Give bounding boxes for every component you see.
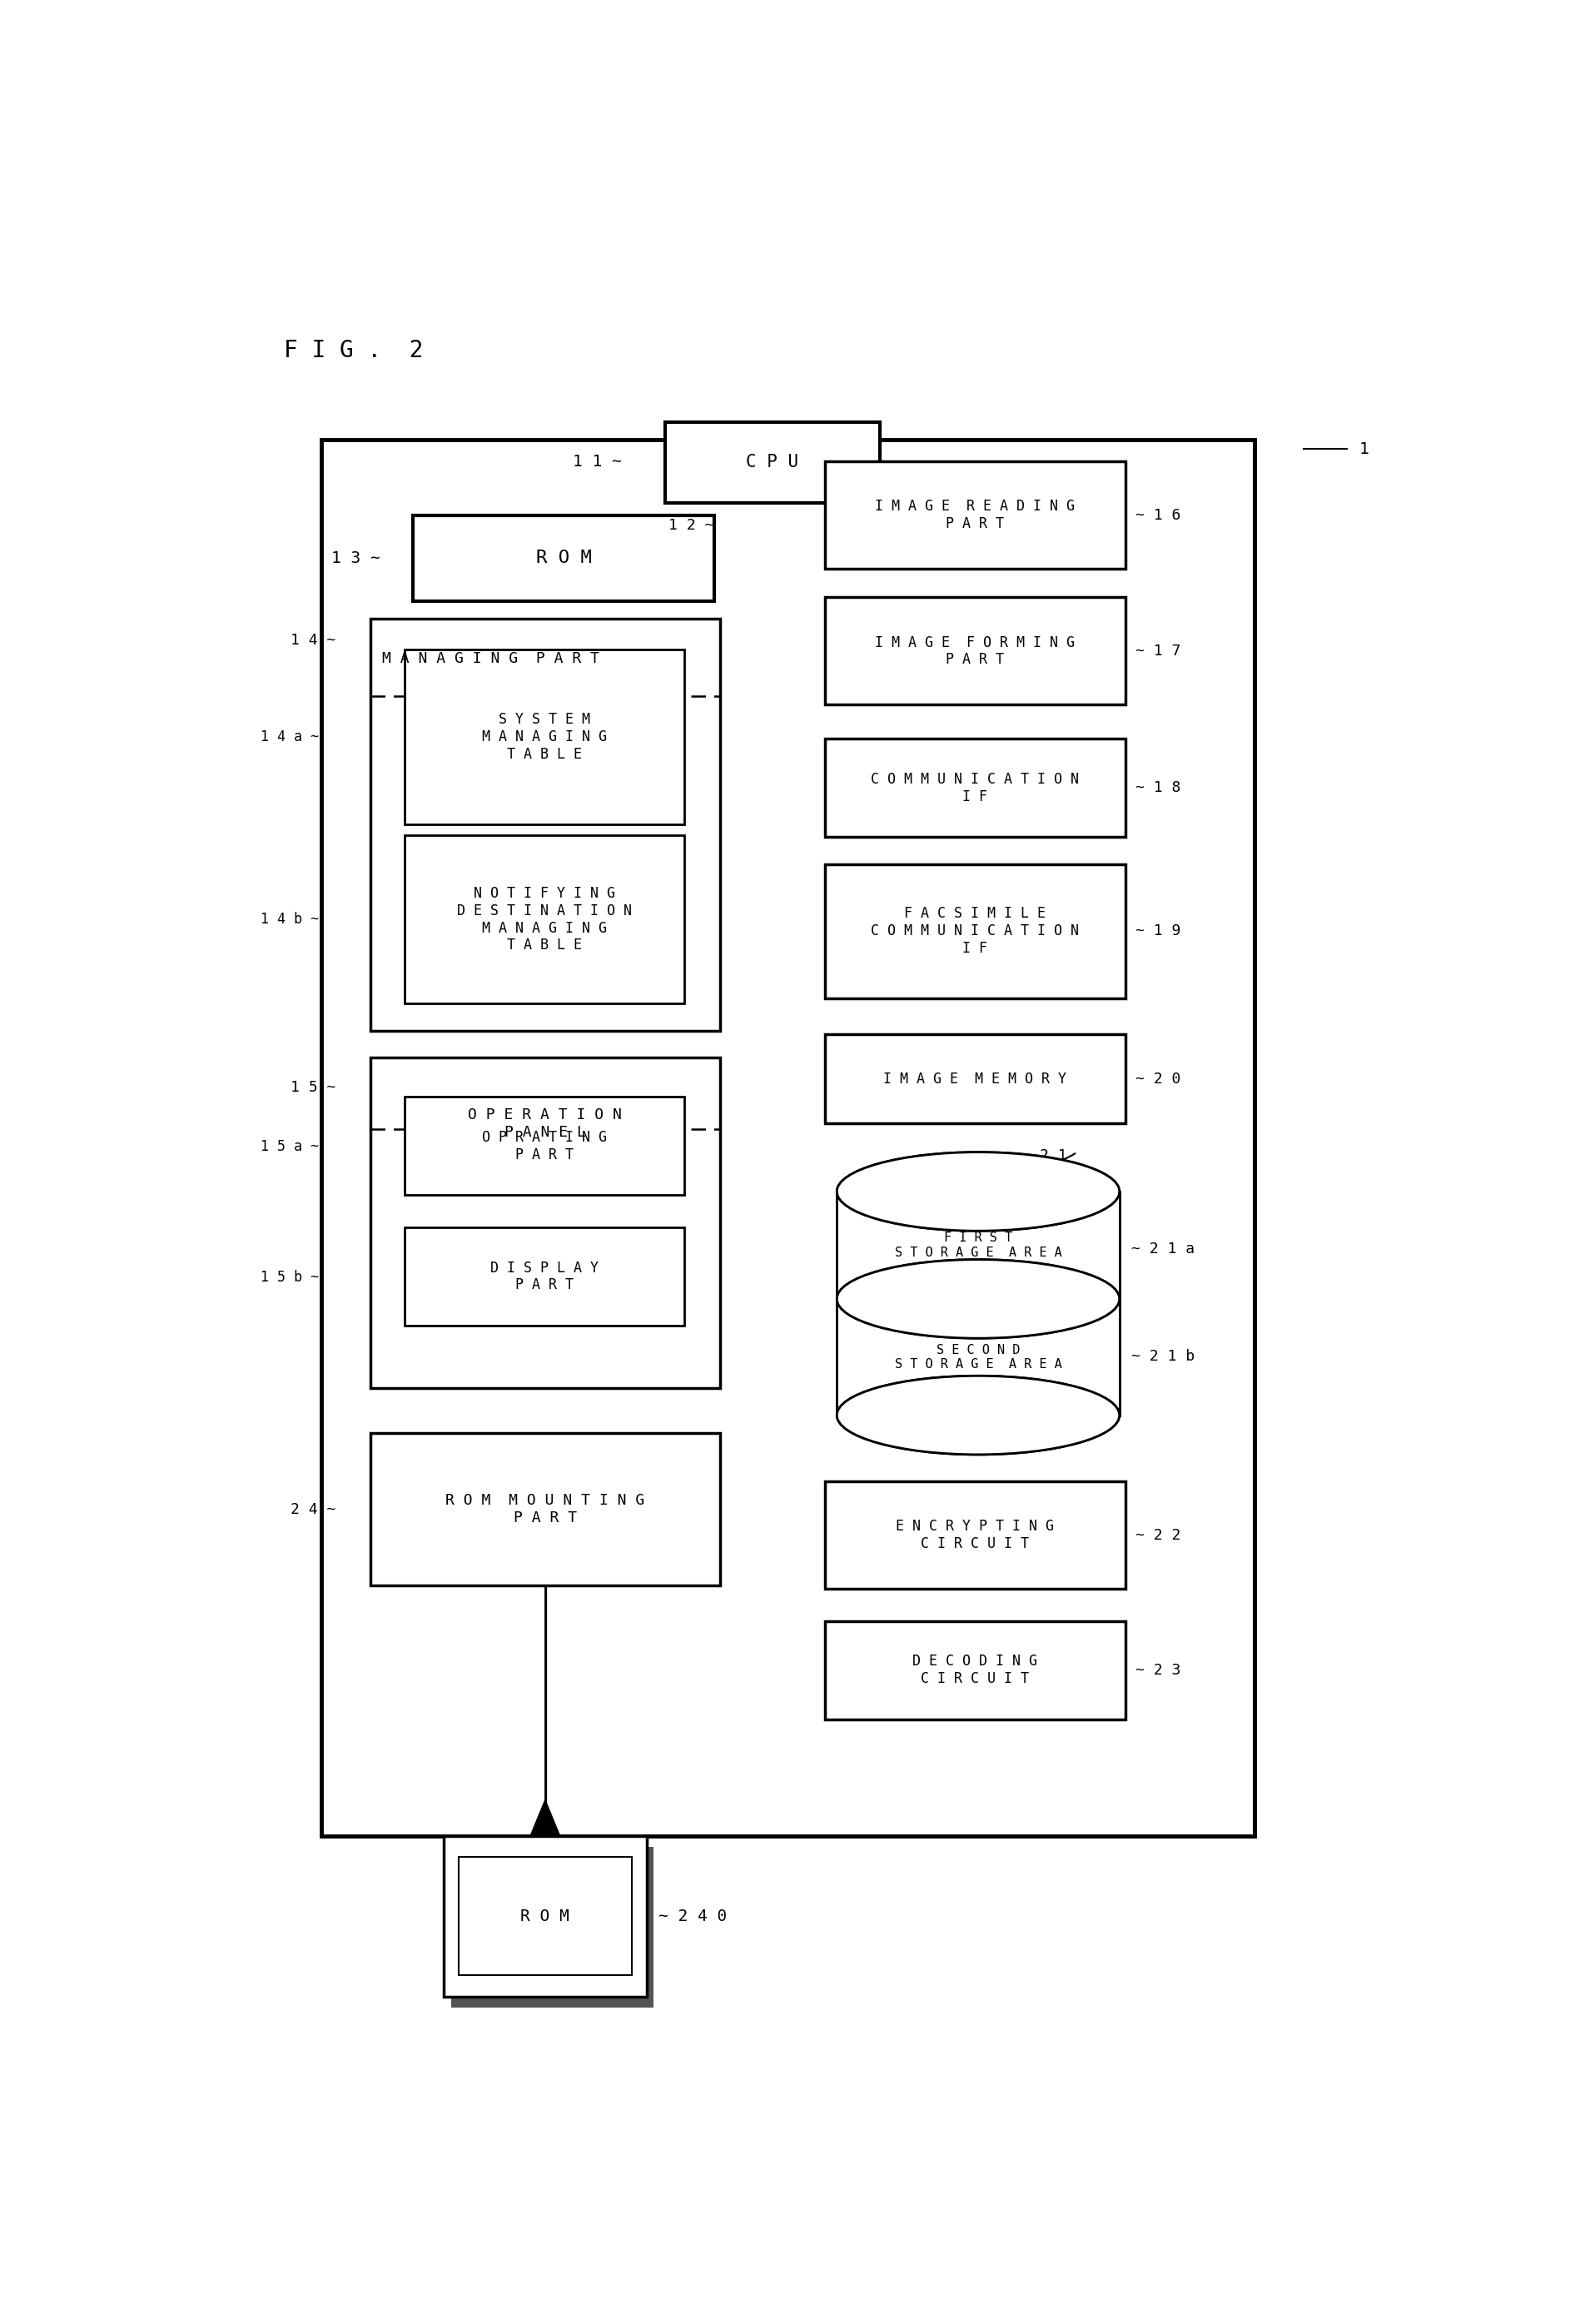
Text: ~ 1 9: ~ 1 9 [1135,923,1181,939]
Text: 1 4 ~: 1 4 ~ [290,632,336,648]
Text: 1 4 b ~: 1 4 b ~ [260,911,319,927]
Bar [824,865,1125,999]
Ellipse shape [837,1153,1119,1232]
Ellipse shape [837,1376,1119,1455]
Text: H D D  D E V I C E: H D D D E V I C E [910,1185,1046,1197]
Text: ~ 2 4 0: ~ 2 4 0 [659,1908,728,1924]
Bar [458,1857,632,1975]
Text: S Y S T E M
M A N A G I N G
T A B L E: S Y S T E M M A N A G I N G T A B L E [482,711,607,762]
Bar [824,1480,1125,1590]
Text: R O M: R O M [521,1908,569,1924]
Bar [824,739,1125,837]
Text: C O M M U N I C A T I O N
I F: C O M M U N I C A T I O N I F [872,772,1079,804]
Text: 1 3 ~: 1 3 ~ [331,551,380,567]
Text: F I R S T
S T O R A G E  A R E A: F I R S T S T O R A G E A R E A [894,1232,1062,1260]
Text: 1 2 ~: 1 2 ~ [669,518,713,532]
Text: M A N A G I N G  P A R T: M A N A G I N G P A R T [382,651,599,667]
Text: ~ 1 6: ~ 1 6 [1135,507,1181,523]
Text: D I S P L A Y
P A R T: D I S P L A Y P A R T [490,1260,599,1292]
Bar [404,1227,685,1325]
Text: ~ 2 0: ~ 2 0 [1135,1071,1181,1085]
Bar [452,1848,655,2008]
Text: D E C O D I N G
C I R C U I T: D E C O D I N G C I R C U I T [913,1655,1038,1687]
Bar [371,618,720,1030]
Bar [404,648,685,825]
Ellipse shape [837,1376,1119,1455]
Bar [404,834,685,1004]
Text: 2 1: 2 1 [1040,1148,1067,1164]
Text: 1 5 ~: 1 5 ~ [290,1081,336,1095]
Text: ~ 2 3: ~ 2 3 [1135,1662,1181,1678]
Text: R O M  M O U N T I N G
P A R T: R O M M O U N T I N G P A R T [445,1492,645,1525]
Text: 1: 1 [1358,442,1369,458]
Ellipse shape [837,1153,1119,1232]
Text: I M A G E  M E M O R Y: I M A G E M E M O R Y [883,1071,1067,1085]
Text: 1 5 b ~: 1 5 b ~ [260,1269,319,1285]
Bar [837,1192,1119,1415]
Bar [824,1622,1125,1720]
Text: ~ 1 8: ~ 1 8 [1135,781,1181,795]
Text: 1 4 a ~: 1 4 a ~ [260,730,319,744]
Bar [414,516,713,602]
Ellipse shape [837,1260,1119,1339]
Text: F I G .  2: F I G . 2 [284,339,423,363]
Text: ~ 1 7: ~ 1 7 [1135,644,1181,658]
Bar [371,1057,720,1387]
Bar [824,1034,1125,1122]
Text: 1 5 a ~: 1 5 a ~ [260,1139,319,1155]
Bar [404,1097,685,1195]
Text: R O M: R O M [536,551,591,567]
Text: I M A G E  F O R M I N G
P A R T: I M A G E F O R M I N G P A R T [875,634,1075,667]
Ellipse shape [837,1260,1119,1339]
Text: ~ 2 1 a: ~ 2 1 a [1132,1241,1195,1257]
Text: 2 4 ~: 2 4 ~ [290,1504,336,1518]
Bar [444,1836,647,1996]
Bar [824,462,1125,569]
Bar [666,423,880,502]
Bar [371,1434,720,1585]
Text: C P U: C P U [747,453,799,472]
Bar [320,439,1255,1836]
Text: ~ 2 2: ~ 2 2 [1135,1527,1181,1543]
Text: O P R A T I N G
P A R T: O P R A T I N G P A R T [482,1129,607,1162]
Text: F A C S I M I L E
C O M M U N I C A T I O N
I F: F A C S I M I L E C O M M U N I C A T I … [872,906,1079,955]
Text: E N C R Y P T I N G
C I R C U I T: E N C R Y P T I N G C I R C U I T [896,1520,1054,1550]
Text: 1 1 ~: 1 1 ~ [574,453,621,469]
Text: ~ 2 1 b: ~ 2 1 b [1132,1348,1195,1364]
Text: O P E R A T I O N
P A N E L: O P E R A T I O N P A N E L [468,1109,621,1139]
Text: N O T I F Y I N G
D E S T I N A T I O N
M A N A G I N G
T A B L E: N O T I F Y I N G D E S T I N A T I O N … [456,885,632,953]
Text: S E C O N D
S T O R A G E  A R E A: S E C O N D S T O R A G E A R E A [894,1343,1062,1371]
Bar [824,597,1125,704]
Polygon shape [531,1799,560,1836]
Text: I M A G E  R E A D I N G
P A R T: I M A G E R E A D I N G P A R T [875,500,1075,532]
